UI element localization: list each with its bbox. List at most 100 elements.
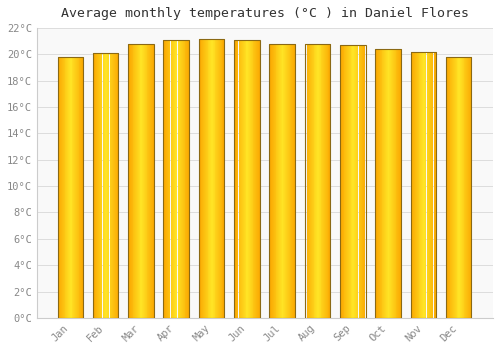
Bar — [242, 40, 243, 318]
Bar — [205, 38, 206, 318]
Bar — [317, 44, 318, 318]
Bar — [97, 53, 98, 318]
Bar — [112, 53, 113, 318]
Bar — [430, 52, 431, 318]
Bar — [132, 44, 134, 318]
Bar — [237, 40, 238, 318]
Bar — [72, 57, 74, 318]
Bar — [116, 53, 117, 318]
Bar — [94, 53, 96, 318]
Bar — [114, 53, 115, 318]
Bar — [199, 38, 200, 318]
Bar — [319, 44, 320, 318]
Bar — [392, 49, 393, 318]
Bar — [379, 49, 380, 318]
Bar — [431, 52, 432, 318]
Bar — [75, 57, 76, 318]
Bar — [410, 52, 436, 318]
Bar — [284, 44, 285, 318]
Bar — [421, 52, 422, 318]
Bar — [272, 44, 273, 318]
Bar — [256, 40, 257, 318]
Bar — [363, 45, 364, 318]
Bar — [306, 44, 308, 318]
Bar — [362, 45, 363, 318]
Bar — [63, 57, 64, 318]
Bar — [250, 40, 251, 318]
Bar — [326, 44, 328, 318]
Bar — [219, 38, 220, 318]
Bar — [69, 57, 70, 318]
Bar — [80, 57, 81, 318]
Bar — [384, 49, 385, 318]
Bar — [176, 40, 178, 318]
Bar — [128, 44, 154, 318]
Bar — [396, 49, 398, 318]
Bar — [454, 57, 455, 318]
Bar — [376, 49, 377, 318]
Bar — [273, 44, 274, 318]
Bar — [270, 44, 271, 318]
Bar — [322, 44, 323, 318]
Bar — [387, 49, 388, 318]
Bar — [220, 38, 222, 318]
Bar — [279, 44, 280, 318]
Bar — [118, 53, 119, 318]
Bar — [320, 44, 322, 318]
Bar — [199, 38, 224, 318]
Bar — [64, 57, 66, 318]
Bar — [113, 53, 114, 318]
Bar — [105, 53, 106, 318]
Bar — [305, 44, 330, 318]
Bar — [142, 44, 143, 318]
Bar — [340, 45, 365, 318]
Bar — [446, 57, 471, 318]
Bar — [446, 57, 471, 318]
Bar — [60, 57, 61, 318]
Bar — [148, 44, 149, 318]
Bar — [189, 40, 190, 318]
Bar — [254, 40, 255, 318]
Bar — [394, 49, 396, 318]
Bar — [390, 49, 391, 318]
Bar — [311, 44, 312, 318]
Bar — [391, 49, 392, 318]
Bar — [324, 44, 325, 318]
Bar — [213, 38, 214, 318]
Bar — [175, 40, 176, 318]
Bar — [328, 44, 330, 318]
Bar — [58, 57, 83, 318]
Bar — [164, 40, 189, 318]
Bar — [249, 40, 250, 318]
Bar — [286, 44, 287, 318]
Bar — [131, 44, 132, 318]
Bar — [178, 40, 180, 318]
Bar — [349, 45, 350, 318]
Bar — [295, 44, 296, 318]
Bar — [364, 45, 366, 318]
Bar — [180, 40, 181, 318]
Bar — [415, 52, 416, 318]
Bar — [467, 57, 468, 318]
Bar — [78, 57, 80, 318]
Bar — [280, 44, 281, 318]
Bar — [252, 40, 254, 318]
Bar — [401, 49, 402, 318]
Bar — [58, 57, 83, 318]
Bar — [152, 44, 154, 318]
Bar — [136, 44, 137, 318]
Bar — [210, 38, 211, 318]
Bar — [325, 44, 326, 318]
Bar — [358, 45, 360, 318]
Bar — [200, 38, 202, 318]
Bar — [270, 44, 295, 318]
Bar — [169, 40, 170, 318]
Bar — [448, 57, 450, 318]
Bar — [183, 40, 184, 318]
Bar — [70, 57, 72, 318]
Bar — [187, 40, 188, 318]
Bar — [377, 49, 378, 318]
Bar — [93, 53, 94, 318]
Bar — [414, 52, 415, 318]
Bar — [143, 44, 144, 318]
